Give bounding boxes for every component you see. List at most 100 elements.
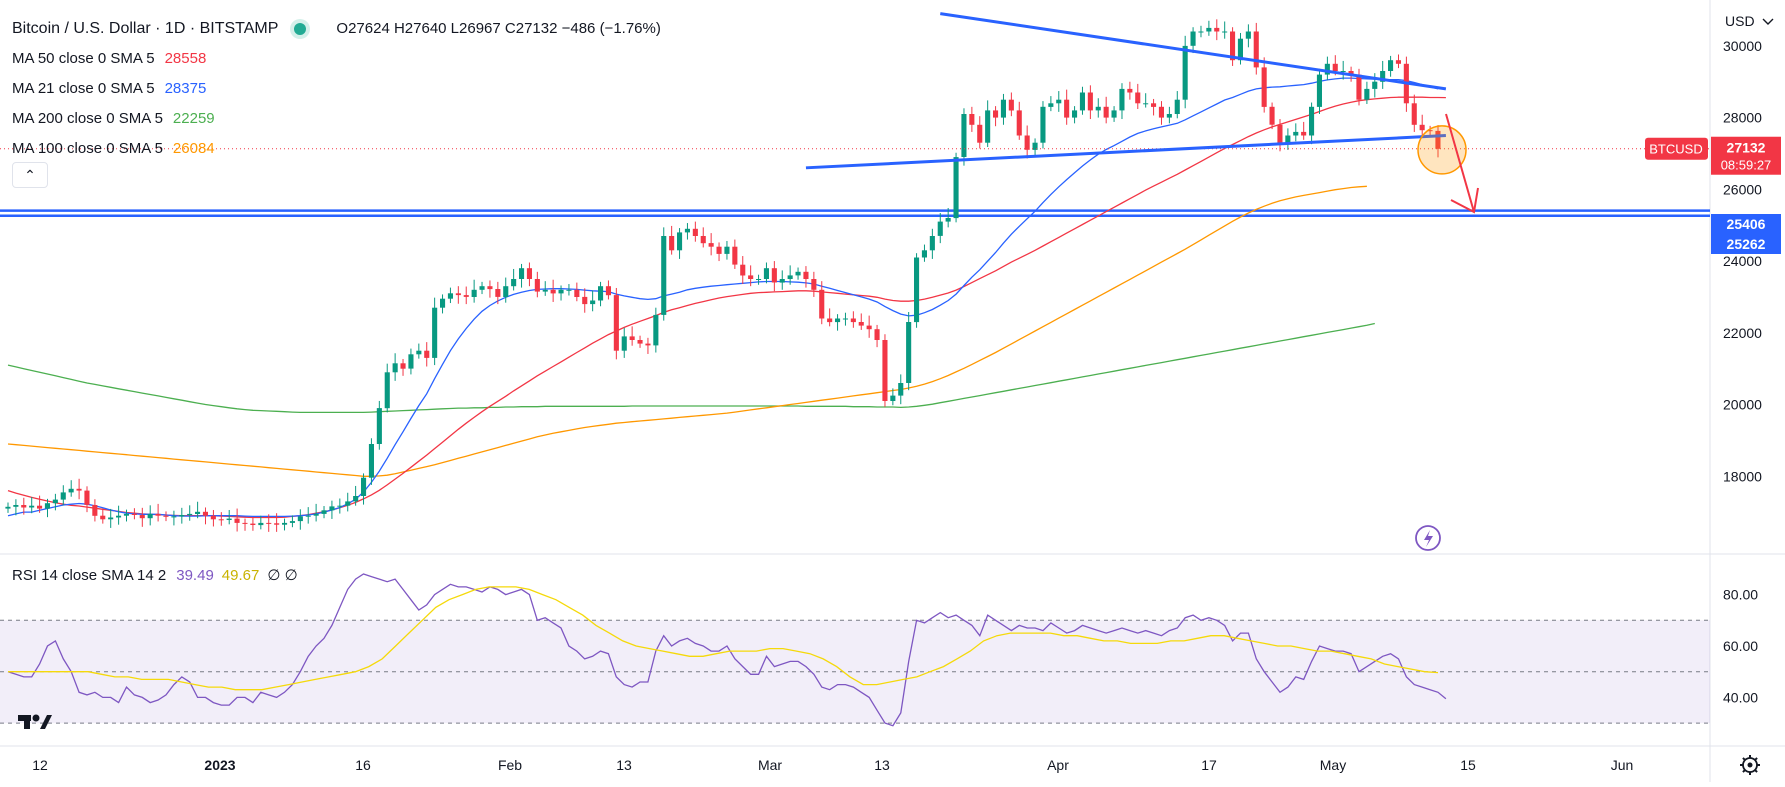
ma100-legend[interactable]: MA 100 close 0 SMA 5 26084 bbox=[12, 134, 661, 164]
time-tick-label: 13 bbox=[874, 757, 890, 773]
candle-body bbox=[155, 513, 161, 516]
candle-body bbox=[1356, 74, 1362, 100]
ma100-value: 26084 bbox=[172, 140, 215, 157]
candle-body bbox=[779, 279, 785, 283]
candle-body bbox=[542, 289, 548, 292]
candle-body bbox=[550, 289, 556, 294]
candle-body bbox=[787, 275, 793, 279]
time-tick-label: Mar bbox=[758, 757, 782, 773]
candle-body bbox=[1261, 67, 1267, 107]
candle-body bbox=[985, 110, 991, 143]
gear-icon[interactable] bbox=[1740, 755, 1760, 775]
candle-body bbox=[250, 523, 256, 525]
candle-body bbox=[582, 296, 588, 305]
tradingview-logo-dot bbox=[32, 714, 40, 722]
candle-body bbox=[384, 372, 390, 409]
candle-body bbox=[171, 516, 177, 518]
trendline bbox=[940, 12, 1447, 91]
level-badge bbox=[1711, 214, 1781, 234]
candle-body bbox=[400, 363, 406, 369]
candle-body bbox=[416, 350, 422, 355]
legend: Bitcoin / U.S. Dollar · 1D · BITSTAMP O2… bbox=[12, 14, 661, 164]
candle-body bbox=[471, 289, 477, 297]
candle-body bbox=[313, 513, 319, 516]
candle-body bbox=[953, 157, 959, 219]
candle-body bbox=[1340, 71, 1346, 72]
candle-body bbox=[1166, 114, 1172, 118]
rsi-sma-value: 49.67 bbox=[221, 567, 260, 584]
candle-body bbox=[684, 228, 690, 233]
candle-body bbox=[5, 506, 11, 509]
candle-body bbox=[321, 510, 327, 514]
candle-body bbox=[1103, 106, 1109, 118]
candle-body bbox=[890, 395, 896, 401]
candle-body bbox=[763, 268, 769, 279]
candle-body bbox=[1079, 92, 1085, 111]
rsi-legend[interactable]: RSI 14 close SMA 14 2 39.49 49.67 ∅ ∅ bbox=[12, 566, 298, 584]
ma200-value: 22259 bbox=[172, 110, 215, 127]
candle-body bbox=[1380, 71, 1386, 82]
candle-body bbox=[100, 515, 106, 520]
ma50-label: MA 50 close 0 SMA 5 bbox=[12, 50, 155, 67]
candle-body bbox=[677, 232, 683, 251]
candle-body bbox=[866, 325, 872, 330]
candle-body bbox=[163, 515, 169, 517]
candle-body bbox=[598, 286, 604, 301]
gear-icon-tooth bbox=[1742, 757, 1746, 761]
candle-body bbox=[526, 268, 532, 279]
candle-body bbox=[748, 275, 754, 279]
time-tick-label: Apr bbox=[1047, 757, 1069, 773]
candle-body bbox=[921, 250, 927, 258]
candle-body bbox=[116, 515, 122, 518]
candle-body bbox=[179, 515, 185, 517]
candle-body bbox=[645, 343, 651, 346]
candle-body bbox=[1111, 110, 1117, 118]
candle-body bbox=[447, 293, 453, 299]
price-tick-label: 26000 bbox=[1723, 181, 1762, 197]
rsi-extra-values: ∅ ∅ bbox=[267, 567, 298, 584]
price-tick-label: 20000 bbox=[1723, 397, 1762, 413]
candle-body bbox=[637, 340, 643, 344]
candle-body bbox=[345, 501, 351, 506]
price-badge bbox=[1711, 136, 1781, 175]
candle-body bbox=[432, 307, 438, 358]
ma21-legend[interactable]: MA 21 close 0 SMA 5 28375 bbox=[12, 74, 661, 104]
candle-body bbox=[1158, 106, 1164, 118]
candle-body bbox=[297, 516, 303, 522]
candle-body bbox=[463, 295, 469, 297]
candle-body bbox=[108, 517, 114, 520]
candle-body bbox=[147, 513, 153, 519]
candle-body bbox=[724, 246, 730, 254]
candle-body bbox=[1095, 106, 1101, 111]
candle-body bbox=[361, 477, 367, 496]
candle-body bbox=[274, 523, 280, 525]
candle-body bbox=[1151, 103, 1157, 107]
candle-body bbox=[771, 268, 777, 283]
currency-label: USD bbox=[1725, 13, 1755, 29]
rsi-value: 39.49 bbox=[176, 567, 214, 584]
candle-body bbox=[874, 329, 880, 340]
candle-body bbox=[1056, 99, 1062, 104]
candle-body bbox=[1198, 31, 1204, 33]
symbol-title[interactable]: Bitcoin / U.S. Dollar · 1D · BITSTAMP bbox=[12, 20, 279, 37]
candle-body bbox=[242, 522, 248, 524]
candle-body bbox=[1206, 27, 1212, 32]
candle-body bbox=[123, 513, 129, 516]
collapse-legend-button[interactable]: ⌃ bbox=[12, 162, 48, 188]
candle-body bbox=[353, 496, 359, 502]
candle-body bbox=[1182, 45, 1188, 100]
ma21-label: MA 21 close 0 SMA 5 bbox=[12, 80, 155, 97]
candle-body bbox=[479, 286, 485, 290]
rsi-tick-label: 80.00 bbox=[1723, 587, 1758, 603]
ma50-legend[interactable]: MA 50 close 0 SMA 5 28558 bbox=[12, 44, 661, 74]
ma200-legend[interactable]: MA 200 close 0 SMA 5 22259 bbox=[12, 104, 661, 134]
candle-body bbox=[226, 518, 232, 520]
candle-body bbox=[945, 218, 951, 222]
candle-body bbox=[234, 518, 240, 523]
candle-body bbox=[1032, 142, 1038, 150]
candle-body bbox=[305, 515, 311, 517]
candle-body bbox=[44, 503, 50, 509]
candle-body bbox=[1143, 103, 1149, 105]
